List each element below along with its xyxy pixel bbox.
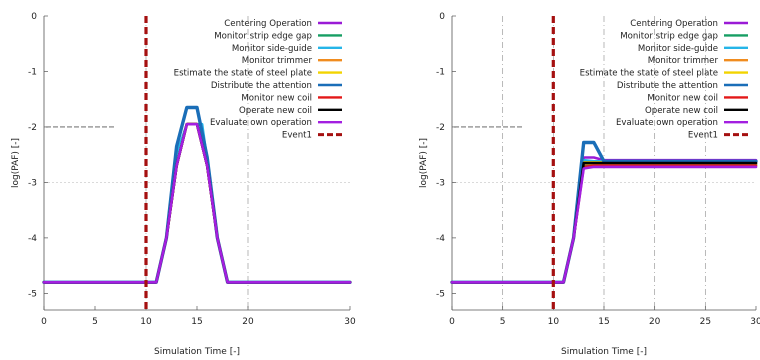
legend-label: Estimate the state of steel plate (580, 69, 718, 79)
y-tick-label: -4 (436, 234, 445, 244)
series-line (42, 122, 352, 284)
y-axis-label: log(PAF) [-] (419, 138, 429, 188)
legend-label: Centering Operation (224, 19, 312, 29)
x-tick-label: 25 (700, 317, 711, 327)
series-group (42, 16, 352, 310)
legend-label: Monitor new coil (241, 93, 312, 103)
x-tick-label: 0 (41, 317, 47, 327)
legend-label: Monitor new coil (647, 93, 718, 103)
y-tick-label: -4 (28, 234, 37, 244)
series-line (42, 122, 352, 284)
x-tick-label: 10 (548, 317, 560, 327)
series-line (42, 122, 352, 284)
series-line (42, 122, 352, 284)
y-tick-label: -5 (28, 289, 37, 299)
legend-label: Monitor strip edge gap (214, 31, 312, 41)
legend-label: Evaluate own operation (210, 118, 312, 128)
y-tick-label: -3 (28, 178, 37, 188)
y-tick-label: -2 (436, 123, 445, 133)
x-tick-label: 20 (242, 317, 254, 327)
legend-label: Distribute the attention (617, 81, 718, 91)
series-line (42, 122, 352, 284)
x-axis-label: Simulation Time [-] (561, 347, 647, 357)
legend-label: Operate new coil (239, 106, 312, 116)
legend-label: Monitor strip edge gap (620, 31, 718, 41)
y-tick-label: -1 (28, 67, 37, 77)
y-tick-label: 0 (439, 12, 445, 22)
legend-label: Estimate the state of steel plate (174, 69, 312, 79)
series-line (450, 165, 758, 284)
y-tick-label: 0 (31, 12, 37, 22)
legend-label: Operate new coil (645, 106, 718, 116)
series-line (42, 122, 352, 284)
y-tick-label: -3 (436, 178, 445, 188)
legend-label: Event1 (688, 131, 718, 141)
x-tick-label: 15 (598, 317, 609, 327)
legend-label: Monitor side-guide (232, 44, 312, 54)
legend-label: Centering Operation (630, 19, 718, 29)
x-tick-label: 5 (500, 317, 506, 327)
legend-label: Monitor trimmer (242, 56, 313, 66)
legend: Centering Operation Monitor strip edge ga… (580, 19, 748, 141)
series-line (42, 122, 352, 284)
series-line (42, 122, 352, 284)
legend-label: Monitor trimmer (648, 56, 719, 66)
legend-label: Monitor side-guide (638, 44, 718, 54)
legend-label: Distribute the attention (211, 81, 312, 91)
x-tick-label: 30 (750, 317, 760, 327)
x-tick-label: 10 (140, 317, 152, 327)
x-tick-label: 5 (92, 317, 98, 327)
legend-label: Evaluate own operation (616, 118, 718, 128)
right-chart-panel: 0 5 10 15 20 25 30 0 -1 -2 -3 -4 -5 Simulation Time [… (419, 12, 760, 357)
y-axis-label: log(PAF) [-] (11, 138, 21, 188)
x-tick-label: 30 (344, 317, 356, 327)
series-group (450, 16, 758, 310)
x-tick-label: 0 (449, 317, 455, 327)
y-tick-label: -2 (28, 123, 37, 133)
legend: Centering Operation Monitor strip edge ga… (174, 19, 342, 141)
x-axis-label: Simulation Time [-] (154, 347, 240, 357)
y-tick-label: -5 (436, 289, 445, 299)
left-chart-panel: 0 5 10 15 20 30 0 -1 -2 -3 -4 -5 Simulation Time [-]… (11, 12, 356, 357)
x-tick-label: 15 (191, 317, 202, 327)
x-tick-label: 20 (649, 317, 661, 327)
y-tick-label: -1 (436, 67, 445, 77)
legend-label: Event1 (282, 131, 312, 141)
